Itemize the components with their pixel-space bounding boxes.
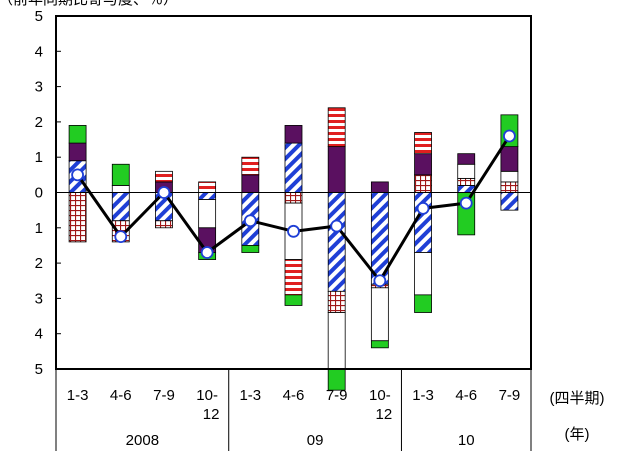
x-tick-label: 4-6: [283, 387, 305, 404]
bar-segment-grid: [457, 177, 476, 186]
bar-segment-purple: [370, 181, 389, 193]
bar-segment-grid: [500, 181, 519, 193]
bar-segment-green: [111, 163, 130, 186]
bar-segment-grid: [68, 192, 87, 243]
x-tick-label: 7-9: [326, 387, 348, 404]
y-tick-label: 3: [35, 79, 43, 96]
bar-segment-diag: [500, 192, 519, 211]
bar-segment-grid: [155, 220, 173, 229]
bar-segment-green: [68, 125, 87, 144]
bar-segment-plain: [500, 170, 519, 183]
bar-segment-plain: [370, 287, 389, 342]
bar-segment-plain: [198, 199, 217, 229]
y-tick-label: 3: [35, 290, 43, 307]
bar-segment-green: [414, 294, 432, 313]
y-tick-label: 5: [35, 361, 43, 378]
y-axis-ticks: 5 4 3 2 1 0 1 2 3 4 5: [35, 8, 61, 378]
x-tick-label: 1-3: [412, 387, 434, 404]
bar-segment-plain: [414, 252, 432, 296]
bar-segment-grid: [414, 174, 432, 193]
y-axis-label: （前年同期比寄与度、％）: [0, 0, 178, 8]
line-marker: [157, 186, 171, 199]
x-tick-label: 12: [376, 406, 393, 423]
bar-segment-grid: [327, 290, 346, 313]
bar-segment-plain: [111, 185, 130, 193]
bar-segment-hstripe: [155, 170, 173, 183]
bar-segment-diag: [414, 192, 432, 253]
x-axis-label-year: (年): [565, 426, 590, 443]
x-axis-label-quarter: (四半期): [550, 390, 605, 407]
y-tick-label: 1: [35, 220, 43, 237]
bar-segment-purple: [241, 174, 260, 193]
x-tick-label: 12: [203, 406, 220, 423]
bar-segment-purple: [68, 142, 87, 162]
y-tick-label: 0: [35, 185, 43, 202]
line-marker: [200, 246, 214, 259]
y-tick-label: 1: [35, 149, 43, 166]
bar-segment-diag: [198, 192, 217, 200]
line-marker: [71, 168, 84, 182]
bar-segment-green: [241, 245, 260, 253]
bar-segment-purple: [414, 153, 432, 176]
bar-segment-green: [370, 340, 389, 349]
x-tick-label: 10-: [369, 387, 391, 404]
x-tick-label: 4-6: [455, 387, 477, 404]
bar-segment-hstripe: [241, 156, 260, 176]
bar-segment-purple: [284, 125, 303, 144]
bar-segment-plain: [327, 312, 346, 370]
y-tick-label: 2: [35, 255, 43, 272]
x-tick-label: 10-: [196, 387, 218, 404]
x-tick-label: 1-3: [239, 387, 261, 404]
bar-segment-diag: [284, 142, 303, 193]
y-tick-label: 4: [35, 43, 43, 60]
x-tick-label: 7-9: [499, 387, 521, 404]
x-axis-ticks: 1-3 4-6 7-9 10- 12 1-3 4-6 7-9 10- 12 1-3 4-6 7-9 200…: [55, 369, 532, 451]
line-layer: [71, 129, 516, 288]
bar-segment-hstripe: [414, 132, 432, 155]
bar-segment-hstripe: [284, 259, 303, 296]
line-marker: [243, 214, 257, 228]
bar-segment-diag: [327, 192, 346, 292]
line-marker: [459, 196, 473, 210]
bar-segment-diag: [111, 192, 130, 222]
x-tick-label: 4-6: [110, 387, 132, 404]
y-tick-label: 4: [35, 326, 43, 343]
x-tick-label: 7-9: [153, 387, 175, 404]
bar-segment-plain: [457, 163, 476, 179]
y-tick-label: 5: [35, 8, 43, 25]
bar-segment-hstripe: [327, 107, 346, 148]
bar-segment-hstripe: [198, 181, 217, 193]
bar-segment-purple: [457, 153, 476, 165]
bars-layer: [68, 107, 519, 391]
line-marker: [503, 129, 516, 143]
line-marker: [287, 224, 300, 238]
line-marker: [330, 219, 344, 233]
x-year-label: 10: [458, 432, 475, 449]
bar-segment-purple: [327, 146, 346, 193]
x-year-label: 09: [307, 432, 324, 449]
x-year-label: 2008: [126, 432, 159, 449]
x-tick-label: 1-3: [67, 387, 89, 404]
y-tick-label: 2: [35, 114, 43, 131]
bar-segment-grid: [284, 192, 303, 204]
line-marker: [416, 201, 430, 215]
bar-segment-purple: [500, 146, 519, 172]
line-marker: [114, 230, 128, 244]
line-marker: [373, 274, 387, 288]
bar-segment-green: [284, 294, 303, 306]
